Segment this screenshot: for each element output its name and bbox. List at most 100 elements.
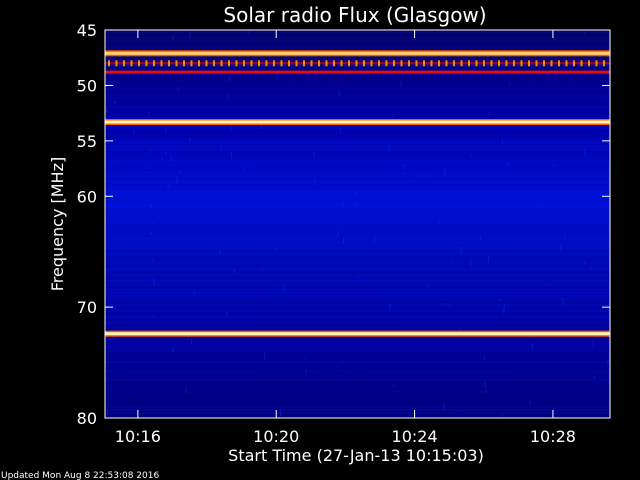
noise-speck: [305, 356, 307, 359]
noise-speck: [114, 100, 116, 105]
noise-speck: [274, 245, 276, 252]
noise-speck: [507, 162, 509, 167]
noise-speck: [338, 90, 340, 96]
noise-speck: [220, 147, 222, 152]
noise-speck: [502, 414, 504, 418]
band-pulse: [213, 60, 215, 67]
noise-speck: [193, 291, 195, 296]
y-tick-label: 60: [77, 187, 97, 206]
noise-speck: [498, 298, 500, 303]
noise-speck: [189, 136, 191, 142]
band-pulse: [558, 60, 560, 67]
noise-speck: [149, 148, 151, 153]
band-pulse: [535, 60, 538, 67]
noise-speck: [106, 270, 108, 273]
y-axis-label: Frequency [MHz]: [48, 157, 67, 291]
band-pulse: [588, 60, 590, 67]
band-pulse: [183, 60, 185, 67]
band-pulse: [130, 60, 133, 67]
noise-speck: [106, 109, 108, 115]
band-pulse: [228, 60, 230, 67]
noise-speck: [392, 113, 394, 120]
noise-speck: [185, 387, 187, 393]
noise-speck: [348, 55, 350, 59]
band-pulse: [490, 60, 493, 67]
band-pulse: [513, 60, 515, 67]
x-tick-label: 10:28: [530, 427, 576, 446]
noise-speck: [161, 157, 163, 160]
noise-speck: [441, 303, 443, 306]
noise-speck: [564, 236, 566, 240]
emission-bands: [105, 50, 610, 337]
noise-speck: [569, 67, 571, 71]
noise-speck: [488, 256, 490, 263]
band-pulse: [243, 60, 245, 67]
noise-speck: [172, 34, 174, 42]
band-pulse: [498, 60, 500, 67]
noise-speck: [248, 30, 250, 35]
spectrogram-background: [105, 30, 610, 418]
noise-speck: [389, 303, 391, 311]
band-pulse: [265, 60, 268, 67]
noise-speck: [426, 284, 428, 288]
band-pulse: [505, 60, 508, 67]
noise-speck: [153, 314, 155, 318]
band-pulse: [483, 60, 485, 67]
noise-speck: [194, 57, 196, 61]
band-pulse: [475, 60, 478, 67]
updated-timestamp: Updated Mon Aug 8 22:53:08 2016: [1, 471, 159, 480]
noise-speck: [176, 176, 178, 185]
band-pulse: [408, 60, 410, 67]
chart-title: Solar radio Flux (Glasgow): [223, 3, 486, 27]
noise-speck: [560, 245, 562, 251]
noise-speck: [471, 154, 473, 157]
noise-speck: [105, 219, 107, 224]
noise-speck: [501, 138, 503, 145]
band-pulse: [603, 60, 605, 67]
noise-speck: [541, 201, 543, 204]
emission-band: [105, 332, 610, 336]
noise-speck: [167, 181, 169, 189]
band-pulse: [160, 60, 163, 67]
noise-speck: [356, 201, 357, 208]
noise-speck: [226, 310, 228, 317]
noise-speck: [449, 304, 451, 307]
noise-speck: [230, 123, 232, 131]
band-pulse: [468, 60, 470, 67]
band-pulse: [220, 60, 223, 67]
noise-speck: [190, 338, 192, 345]
band-pulse: [520, 60, 523, 67]
noise-speck: [584, 147, 586, 156]
noise-speck: [180, 169, 182, 174]
noise-speck: [152, 258, 154, 263]
noise-speck: [263, 351, 265, 360]
band-pulse: [438, 60, 440, 67]
band-pulse: [363, 60, 365, 67]
noise-speck: [228, 77, 230, 82]
band-pulse: [138, 60, 140, 67]
x-tick-label: 10:24: [392, 427, 438, 446]
band-pulse: [370, 60, 373, 67]
noise-speck: [170, 156, 172, 162]
band-pulse: [273, 60, 275, 67]
band-pulse: [580, 60, 583, 67]
band-pulse: [385, 60, 388, 67]
noise-speck: [460, 246, 462, 254]
plot-frame: [104, 29, 611, 419]
band-pulse: [318, 60, 320, 67]
band-pulse: [145, 60, 148, 67]
band-pulse: [250, 60, 253, 67]
noise-speck: [313, 151, 315, 159]
noise-speck: [261, 124, 262, 130]
band-pulse: [205, 60, 208, 67]
band-pulse: [123, 60, 125, 67]
noise-speck: [153, 277, 155, 285]
noise-speck: [165, 150, 167, 156]
band-pulse: [550, 60, 553, 67]
noise-speck: [413, 179, 415, 182]
band-pulse: [310, 60, 313, 67]
noise-speck: [280, 409, 282, 417]
band-pulse: [378, 60, 380, 67]
noise-speck: [148, 111, 150, 115]
noise-speck: [458, 327, 460, 330]
